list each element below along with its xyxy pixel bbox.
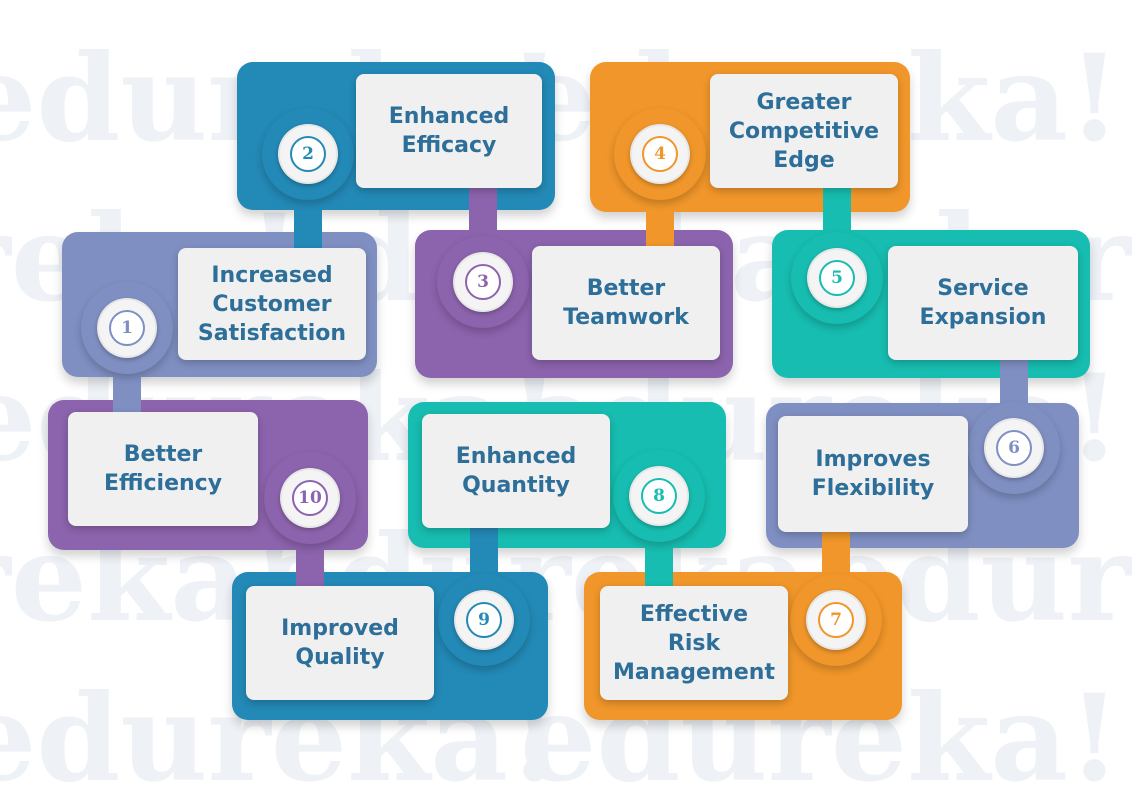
label-improved-quality: Improved Quality <box>281 616 399 670</box>
label-box-2: Enhanced Efficacy <box>356 74 542 188</box>
label-increased-customer-satisfaction: Increased Customer Satisfaction <box>197 262 347 346</box>
label-box-4: Greater Competitive Edge <box>710 74 898 188</box>
label-enhanced-efficacy: Enhanced Efficacy <box>388 104 510 158</box>
label-greater-competitive-edge: Greater Competitive Edge <box>728 89 880 173</box>
label-box-6: Improves Flexibility <box>778 416 968 532</box>
step-number-1: 1 <box>109 310 145 346</box>
label-better-efficiency: Better Efficiency <box>103 442 223 496</box>
step-number-3: 3 <box>465 264 501 300</box>
label-box-1: Increased Customer Satisfaction <box>178 248 366 360</box>
label-effective-risk-management: Effective Risk Management <box>613 601 775 685</box>
step-number-9: 9 <box>466 602 502 638</box>
label-service-expansion: Service Expansion <box>919 276 1047 330</box>
step-number-4: 4 <box>642 136 678 172</box>
label-box-5: Service Expansion <box>888 246 1078 360</box>
label-box-3: Better Teamwork <box>532 246 720 360</box>
label-box-7: Effective Risk Management <box>600 586 788 700</box>
label-box-8: Enhanced Quantity <box>422 414 610 528</box>
step-number-7: 7 <box>818 602 854 638</box>
step-number-5: 5 <box>819 260 855 296</box>
label-box-10: Better Efficiency <box>68 412 258 526</box>
label-better-teamwork: Better Teamwork <box>563 276 689 330</box>
label-enhanced-quantity: Enhanced Quantity <box>455 444 577 498</box>
step-number-8: 8 <box>641 478 677 514</box>
step-number-6: 6 <box>996 430 1032 466</box>
step-number-10: 10 <box>292 480 328 516</box>
label-improves-flexibility: Improves Flexibility <box>811 447 935 501</box>
step-number-2: 2 <box>290 136 326 172</box>
label-box-9: Improved Quality <box>246 586 434 700</box>
